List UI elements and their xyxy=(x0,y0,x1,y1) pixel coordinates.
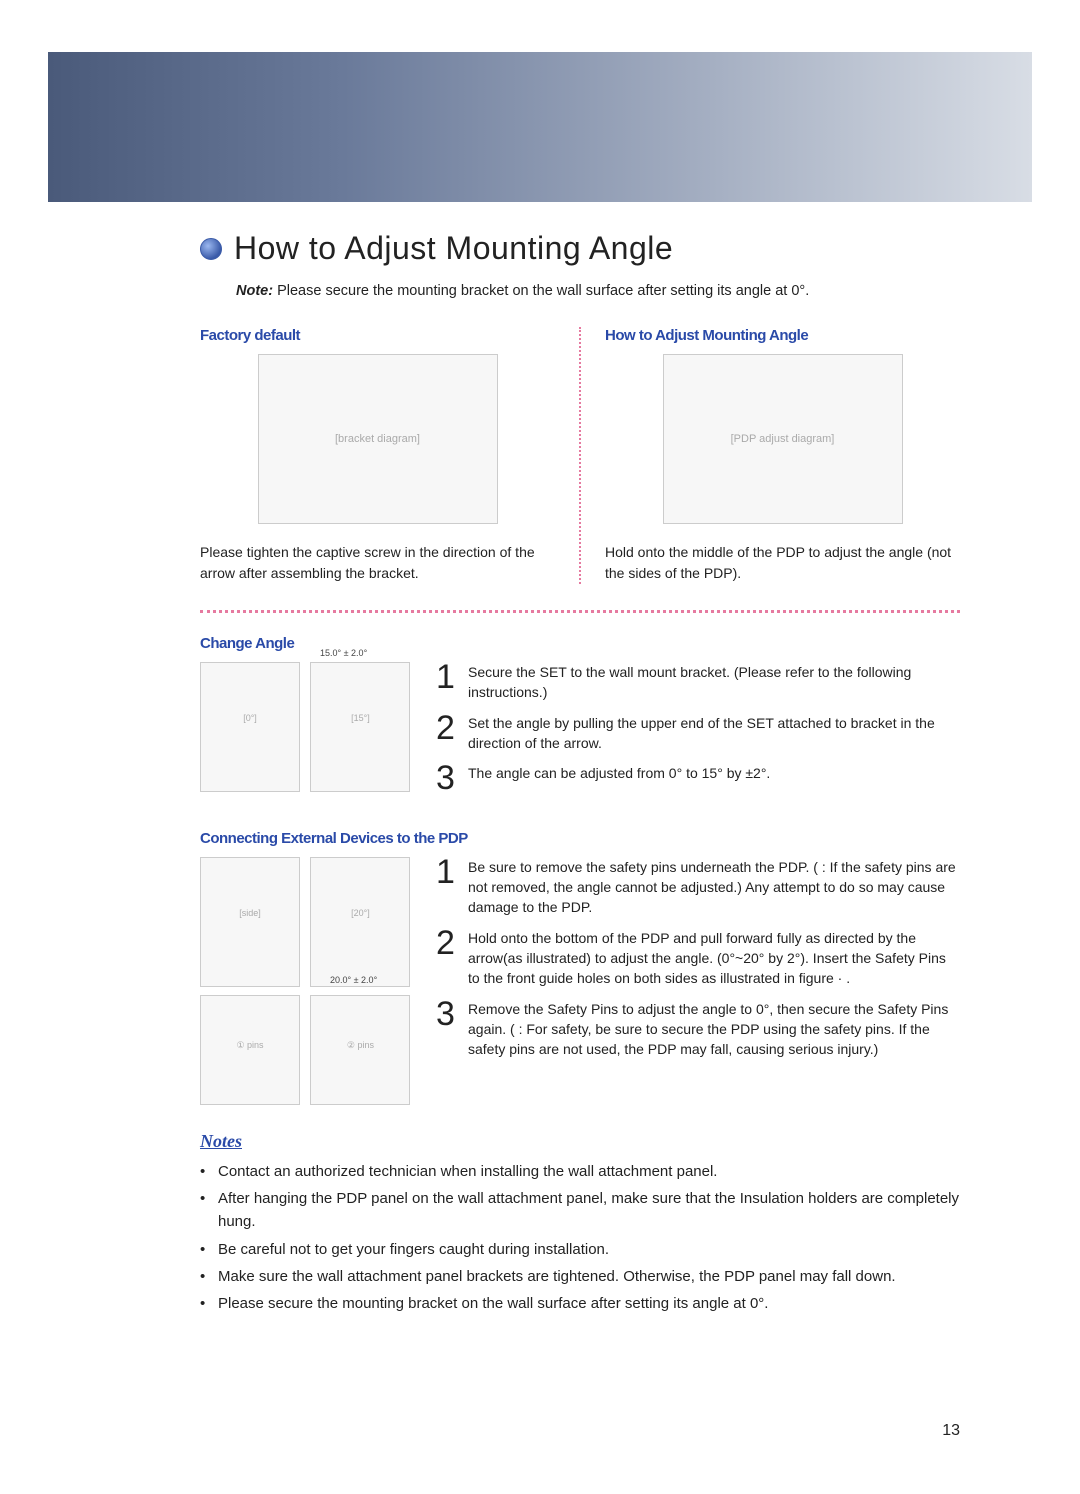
two-column-row: Factory default [bracket diagram] Please… xyxy=(200,327,960,584)
factory-figure: [bracket diagram] xyxy=(258,354,498,524)
page-number: 13 xyxy=(942,1422,960,1440)
note-item-1: Contact an authorized technician when in… xyxy=(200,1160,960,1183)
notes-section: Notes Contact an authorized technician w… xyxy=(200,1131,960,1316)
connecting-section: Connecting External Devices to the PDP [… xyxy=(200,830,960,1105)
header-banner xyxy=(48,52,1032,202)
note-text: Please secure the mounting bracket on th… xyxy=(277,283,809,299)
change-angle-label: 15.0° ± 2.0° xyxy=(320,648,367,658)
change-step-3-text: The angle can be adjusted from 0° to 15°… xyxy=(468,763,770,794)
change-step-3: 3The angle can be adjusted from 0° to 15… xyxy=(436,763,960,794)
note-item-5: Please secure the mounting bracket on th… xyxy=(200,1292,960,1315)
howto-caption: Hold onto the middle of the PDP to adjus… xyxy=(605,542,960,584)
factory-heading: Factory default xyxy=(200,327,555,344)
note-item-3: Be careful not to get your fingers caugh… xyxy=(200,1238,960,1261)
change-step-2-text: Set the angle by pulling the upper end o… xyxy=(468,713,960,754)
connecting-figures: [side] [20°] 20.0° ± 2.0° ① pins ② pins xyxy=(200,857,420,1105)
change-fig-2: [15°] xyxy=(310,662,410,792)
change-step-1: 1Secure the SET to the wall mount bracke… xyxy=(436,662,960,703)
dotted-divider xyxy=(200,610,960,613)
conn-step-2: 2Hold onto the bottom of the PDP and pul… xyxy=(436,928,960,989)
howto-figure: [PDP adjust diagram] xyxy=(663,354,903,524)
change-steps: 1Secure the SET to the wall mount bracke… xyxy=(436,662,960,804)
connecting-heading: Connecting External Devices to the PDP xyxy=(200,830,960,847)
change-step-1-text: Secure the SET to the wall mount bracket… xyxy=(468,662,960,703)
top-note: Note: Please secure the mounting bracket… xyxy=(236,283,960,299)
note-item-4: Make sure the wall attachment panel brac… xyxy=(200,1265,960,1288)
conn-fig-1: [side] xyxy=(200,857,300,987)
change-fig-1: [0°] xyxy=(200,662,300,792)
conn-step-1: 1Be sure to remove the safety pins under… xyxy=(436,857,960,918)
title-row: How to Adjust Mounting Angle xyxy=(200,230,960,267)
change-angle-section: Change Angle [0°] [15°] 15.0° ± 2.0° 1Se… xyxy=(200,635,960,804)
howto-col: How to Adjust Mounting Angle [PDP adjust… xyxy=(581,327,960,584)
conn-fig-4: ② pins xyxy=(310,995,410,1105)
notes-list: Contact an authorized technician when in… xyxy=(200,1160,960,1316)
change-figures: [0°] [15°] 15.0° ± 2.0° xyxy=(200,662,420,804)
bullet-icon xyxy=(200,238,222,260)
howto-heading: How to Adjust Mounting Angle xyxy=(605,327,960,344)
change-step-2: 2Set the angle by pulling the upper end … xyxy=(436,713,960,754)
conn-step-2-text: Hold onto the bottom of the PDP and pull… xyxy=(468,928,960,989)
main-title: How to Adjust Mounting Angle xyxy=(234,230,673,267)
conn-step-1-text: Be sure to remove the safety pins undern… xyxy=(468,857,960,918)
note-item-2: After hanging the PDP panel on the wall … xyxy=(200,1187,960,1234)
note-label: Note: xyxy=(236,283,273,299)
conn-step-3: 3Remove the Safety Pins to adjust the an… xyxy=(436,999,960,1060)
conn-step-3-text: Remove the Safety Pins to adjust the ang… xyxy=(468,999,960,1060)
change-heading: Change Angle xyxy=(200,635,960,652)
conn-fig-2: [20°] xyxy=(310,857,410,987)
factory-caption: Please tighten the captive screw in the … xyxy=(200,542,555,584)
factory-default-col: Factory default [bracket diagram] Please… xyxy=(200,327,581,584)
conn-angle-label: 20.0° ± 2.0° xyxy=(330,975,377,985)
conn-fig-3: ① pins xyxy=(200,995,300,1105)
notes-heading: Notes xyxy=(200,1131,960,1152)
connecting-steps: 1Be sure to remove the safety pins under… xyxy=(436,857,960,1105)
page-content: How to Adjust Mounting Angle Note: Pleas… xyxy=(200,230,960,1341)
